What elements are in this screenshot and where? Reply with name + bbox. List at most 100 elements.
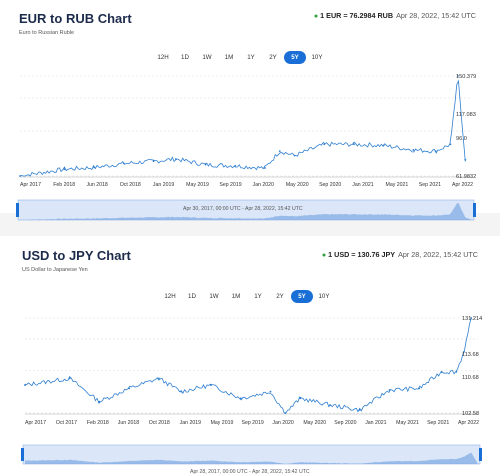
data-point [456,75,459,77]
data-point [98,400,101,403]
chart-subtitle: US Dollar to Japanese Yen [22,267,88,273]
rate-value: 1 USD = 130.76 JPY [328,250,396,259]
data-point [470,317,473,319]
data-point [157,377,160,380]
data-point [269,390,272,393]
data-point [68,377,71,380]
rate-timestamp: Apr 28, 2022, 15:42 UTC [396,11,476,20]
data-point [293,154,296,157]
x-tick-label: Oct 2018 [149,420,170,426]
x-tick-label: Feb 2018 [53,182,75,188]
value-label: 96.0 [456,136,467,142]
x-tick-label: Jan 2020 [253,182,274,188]
value-label: 150.379 [456,74,476,80]
data-point [174,158,177,160]
data-point [412,149,415,151]
range-selector: 12H 1D 1W 1M 1Y 2Y 5Y 10Y [152,51,328,64]
chart-title: EUR to RUB Chart [19,11,132,26]
x-tick-label: Jan 2020 [272,420,293,426]
data-point [329,404,331,406]
data-point [19,175,21,177]
x-tick-label: Jun 2018 [118,420,139,426]
chart-title: USD to JPY Chart [22,248,131,263]
eur-rub-chart: 150.379 117.083 96.0 61.9832 Apr 2017 Feb 201… [16,74,476,221]
range-button-1w[interactable]: 1W [209,293,219,300]
x-tick-label: Oct 2017 [56,420,77,426]
navigator-handle-left[interactable] [21,448,24,461]
value-label: 131.214 [462,316,482,322]
value-label: 117.083 [456,112,476,118]
data-point [464,158,467,161]
data-point [123,162,125,165]
navigator-handle-right[interactable] [479,448,482,461]
data-point [284,412,287,414]
x-tick-label: Jun 2018 [86,182,107,188]
range-button-10y[interactable]: 10Y [318,293,330,300]
usd-jpy-panel: USD to JPY Chart US Dollar to Japanese Y… [0,236,500,475]
x-tick-label: Jan 2019 [180,420,201,426]
data-point [299,397,302,400]
x-tick-label: Jan 2021 [365,420,386,426]
x-tick-label: Sep 2020 [319,182,341,188]
x-tick-label: Sep 2019 [242,420,264,426]
x-tick-label: Sep 2021 [419,182,441,188]
rate-display: ● 1 USD = 130.76 JPY Apr 28, 2022, 15:42 U… [322,250,478,259]
range-button-10y[interactable]: 10Y [311,54,323,61]
x-tick-label: May 2020 [303,420,326,426]
range-selector: 12H 1D 1W 1M 1Y 2Y 5Y 10Y [159,290,335,303]
range-button-1d[interactable]: 1D [181,54,189,61]
data-point [234,164,237,167]
data-point [152,160,155,163]
x-tick-label: May 2021 [386,182,409,188]
data-point [24,384,26,386]
data-point [180,390,183,393]
data-point [323,143,326,146]
range-button-1m[interactable]: 1M [231,293,241,300]
data-point [278,150,281,152]
series-line [24,317,472,414]
data-point [264,167,266,169]
range-button-1d[interactable]: 1D [188,293,196,300]
x-tick-label: Apr 2017 [20,182,41,188]
range-button-1w[interactable]: 1W [202,54,212,61]
data-point [353,143,355,146]
navigator-series [20,202,472,220]
data-point [358,409,361,411]
date-range-label: Apr 30, 2017, 00:00 UTC - Apr 28, 2022, … [183,206,303,212]
data-point [418,387,421,390]
range-button-2y[interactable]: 2Y [276,293,284,300]
range-button-2y[interactable]: 2Y [269,54,277,61]
x-tick-label: May 2021 [396,420,419,426]
value-label: 61.9832 [456,174,476,180]
up-indicator-icon: ● [321,252,327,259]
x-tick-label: Sep 2021 [427,420,449,426]
range-button-1y[interactable]: 1Y [247,54,255,61]
x-tick-label: Apr 2022 [452,182,473,188]
x-tick-label: Sep 2019 [219,182,241,188]
data-point [440,370,443,373]
x-tick-label: Apr 2022 [458,420,479,426]
data-point [434,150,437,152]
data-point [388,389,391,391]
range-button-5y[interactable]: 5Y [284,51,306,64]
value-label: 102.58 [462,411,479,417]
eur-rub-panel: EUR to RUB Chart Euro to Russian Ruble ●… [0,0,500,221]
data-point [204,163,207,166]
navigator-handle-left[interactable] [16,203,19,217]
navigator-series [25,452,478,464]
x-tick-label: May 2019 [186,182,209,188]
data-point [382,144,385,147]
value-label: 110.68 [462,375,479,381]
chart-subtitle: Euro to Russian Ruble [19,30,75,36]
data-point [462,350,465,353]
value-label: 113.68 [462,352,479,358]
range-button-12h[interactable]: 12H [164,293,176,300]
range-button-12h[interactable]: 12H [157,54,169,61]
navigator-handle-right[interactable] [473,203,476,217]
range-button-5y[interactable]: 5Y [291,290,313,303]
data-point [455,370,458,373]
data-point [210,384,212,386]
range-button-1m[interactable]: 1M [224,54,234,61]
data-point [63,168,66,171]
range-button-1y[interactable]: 1Y [254,293,262,300]
